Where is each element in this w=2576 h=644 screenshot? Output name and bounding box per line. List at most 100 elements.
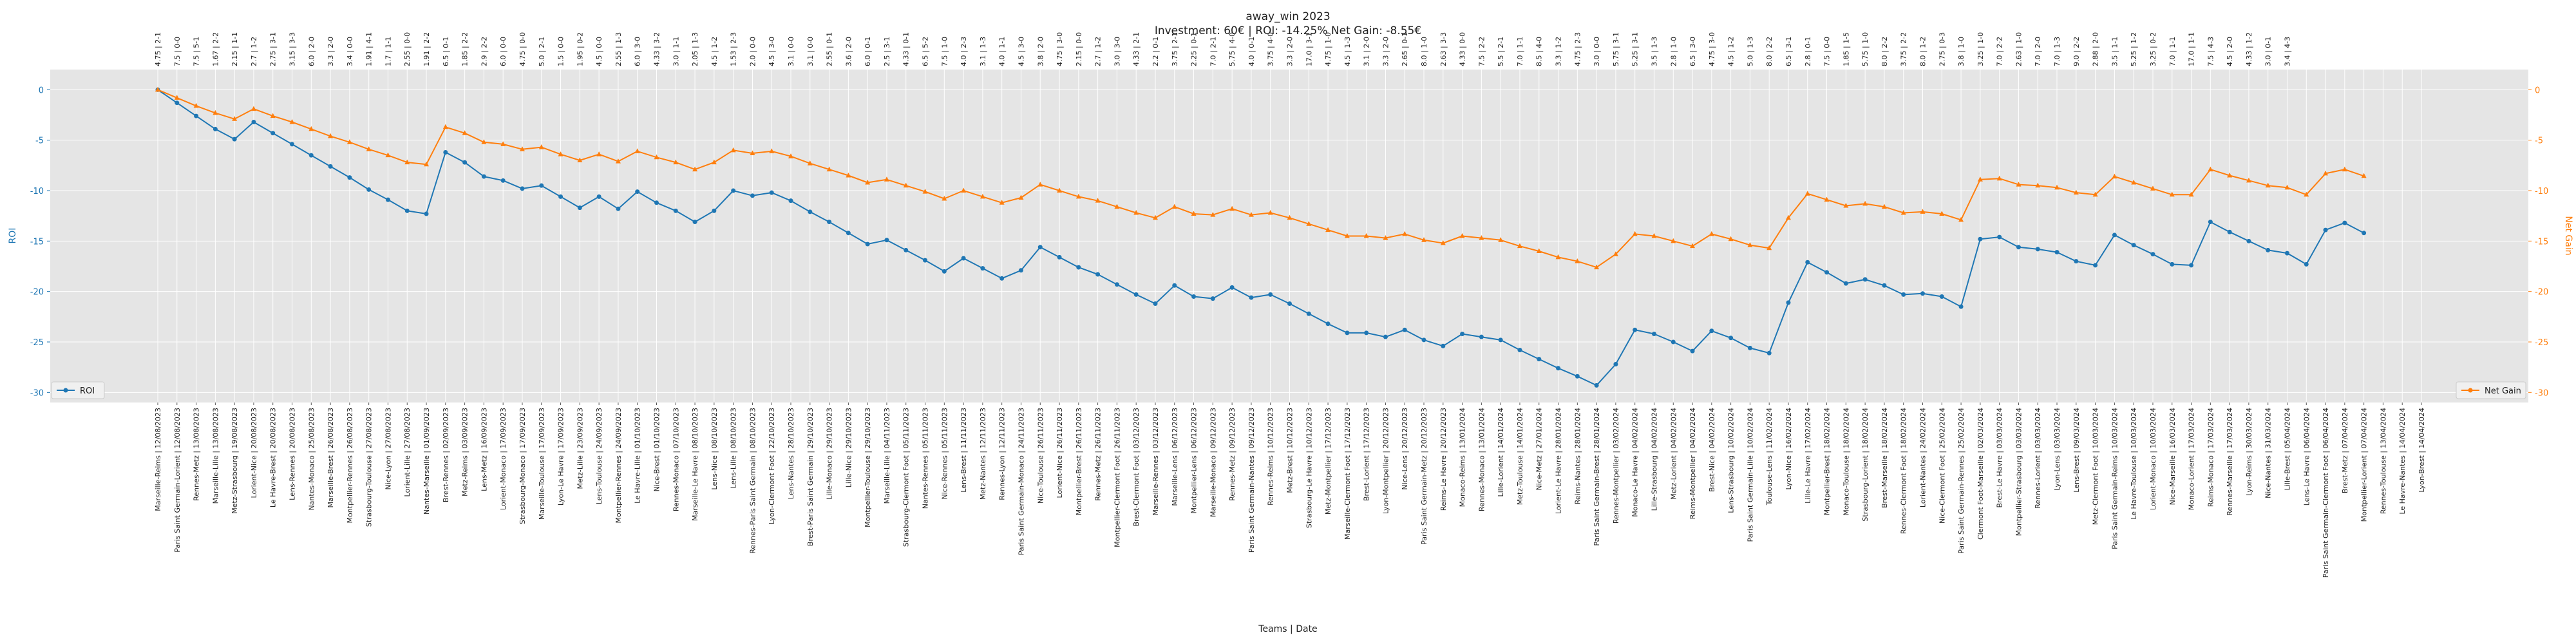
odds-label: 2.75 | 0-3 [1938,32,1946,66]
odds-label: 6.0 | 2-0 [307,37,316,66]
odds-label: 2.65 | 0-1 [1401,32,1409,66]
roi-point [232,137,237,142]
roi-point [1786,300,1791,305]
roi-point [846,231,851,236]
x-tick-label: Nice-Lyon | 27/08/2023 [384,408,392,490]
net-gain-point [289,118,295,124]
net-gain-point [251,106,256,111]
net-gain-point [1709,231,1714,236]
odds-label: 3.0 | 3-0 [1113,37,1121,66]
x-tick-label: Lille-Brest | 05/04/2024 [2283,408,2291,490]
x-tick-label: Reims-Le Havre | 20/12/2023 [1439,408,1448,511]
x-tick-label: Nice-Toulouse | 26/11/2023 [1036,408,1045,504]
odds-label: 8.5 | 4-0 [1535,37,1544,66]
roi-point [443,149,448,155]
net-gain-point [270,113,276,118]
odds-label: 1.5 | 0-0 [557,37,565,66]
net-gain-point [2361,173,2367,178]
odds-label: 4.5 | 1-3 [1343,37,1352,66]
roi-point [1633,327,1638,332]
odds-label: 6.5 | 3-1 [1785,37,1793,66]
y-axis-left: 0 -5 -10 -15 -20 -25 -30 [30,86,50,398]
x-tick-label: Lorient-Monaco | 10/03/2024 [2149,408,2157,510]
odds-label: 4.0 | 1-1 [998,37,1007,66]
roi-point [1057,254,1062,260]
odds-label: 2.63 | 3-3 [1439,32,1448,66]
odds-label: 7.5 | 2-2 [1477,37,1486,66]
roi-point [1229,285,1235,290]
odds-label: 2.8 | 1-0 [1669,37,1678,66]
roi-point [827,220,832,225]
x-tick-label: Lyon-Nice | 16/02/2024 [1785,408,1793,490]
x-tick-label: Nice-Clermont Foot | 25/02/2024 [1938,408,1946,524]
odds-label: 2.55 | 0-1 [826,32,834,66]
x-tick-label: Metz-Nantes | 12/11/2023 [979,408,987,500]
net-gain-point [1517,243,1522,249]
net-gain-point [884,176,889,182]
net-gain-point [2150,185,2155,191]
odds-label: 3.3 | 2-0 [1381,37,1390,66]
x-tick-label: Lens-Brest | 11/11/2023 [960,408,968,493]
x-tick-label: Montpellier-Brest | 26/11/2023 [1075,408,1083,515]
x-tick-label: Marseille-Le Havre | 08/10/2023 [691,408,699,521]
x-tick-label: Lyon-Brest | 14/04/2024 [2418,408,2426,493]
roi-point [328,164,333,169]
legend-net-gain: Net Gain [2456,381,2526,399]
net-gain-point [2284,184,2290,190]
odds-label: 1.85 | 1-5 [1842,32,1850,66]
x-tick-label: Marseille-Reims | 12/08/2023 [154,408,162,511]
x-tick-label: Rennes-Clermont Foot | 18/02/2024 [1900,408,1908,534]
x-tick-label: Strasbourg-Lorient | 18/02/2024 [1861,408,1870,522]
x-tick-label: Montpellier-Rennes | 26/08/2023 [346,408,354,523]
net-gain-point [193,102,199,108]
odds-label: 5.75 | 4-0 [1228,32,1236,66]
odds-label: 6.5 | 5-2 [922,37,930,66]
roi-point [1018,268,1023,273]
roi-point [1958,304,1964,309]
roi-point [213,126,218,131]
odds-label: 5.25 | 3-1 [1631,32,1640,66]
net-gain-point [1133,209,1139,215]
odds-label: 1.67 | 2-2 [211,32,220,66]
x-tick-label: Rennes-Marseille | 17/03/2024 [2226,408,2234,516]
x-tick-label: Reims-Montpellier | 04/02/2024 [1689,408,1697,519]
net-gain-point [615,158,621,164]
x-tick-label: Metz-Lille | 23/09/2023 [576,408,584,489]
roi-point [961,256,966,261]
odds-label: 4.75 | 2-3 [1573,32,1582,66]
x-tick-label: Rennes-Montpellier | 03/02/2024 [1612,408,1620,524]
net-gain-point [404,159,410,165]
x-tick-label: Lens-Le Havre | 06/04/2024 [2302,408,2311,506]
net-gain-point [2169,191,2175,197]
y-right-tick-label: -20 [2535,288,2548,298]
odds-label: 6.5 | 0-1 [442,37,450,66]
odds-label: 6.0 | 0-1 [864,37,872,66]
odds-label: 3.1 | 0-0 [787,37,795,66]
x-tick-label: Brest-Paris Saint Germain | 29/10/2023 [806,408,815,546]
roi-point [1383,334,1388,339]
roi-point [731,188,736,193]
odds-label: 1.95 | 0-2 [576,32,584,66]
x-tick-label: Strasbourg-Le Havre | 10/12/2023 [1305,408,1313,528]
net-gain-point [2016,182,2022,187]
roi-point [980,266,985,271]
odds-label: 3.3 | 2-0 [327,37,335,66]
roi-point [1095,272,1101,277]
roi-point [1153,301,1158,306]
net-gain-point [1498,237,1504,242]
net-gain-point [519,146,525,151]
roi-point [1939,294,1944,299]
x-tick-label: Rennes-Metz | 26/11/2023 [1094,408,1103,501]
net-gain-point [442,124,448,129]
net-gain-point [1977,176,1983,182]
net-gain-point [2323,170,2329,176]
odds-label: 8.0 | 1-2 [1919,37,1927,66]
odds-label: 5.0 | 1-3 [1746,37,1754,66]
x-tick-label: Brest-Lorient | 17/12/2023 [1363,408,1371,501]
x-tick-label: Reims-Monaco | 17/03/2024 [2206,408,2215,507]
x-tick-label: Marseille-Lens | 06/12/2023 [1171,408,1179,506]
x-tick-label: Montpellier-Lorient | 07/04/2024 [2360,408,2369,522]
net-gain-point [1536,248,1542,253]
net-gain-point [730,147,736,153]
odds-label: 4.5 | 3-0 [1017,37,1025,66]
